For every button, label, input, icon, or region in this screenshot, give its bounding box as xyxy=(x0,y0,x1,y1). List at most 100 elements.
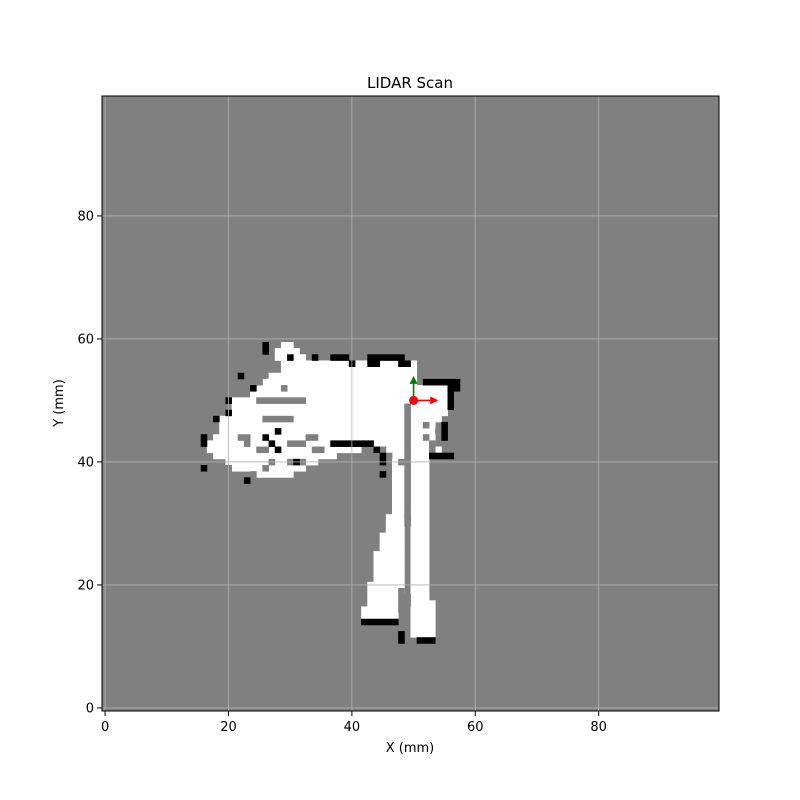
x-tick-label: 60 xyxy=(467,720,484,735)
unknown-cells xyxy=(305,434,319,441)
occupied-cell xyxy=(213,415,220,423)
free-cells xyxy=(231,397,455,404)
unknown-cells xyxy=(422,421,430,429)
chart-title: LIDAR Scan xyxy=(367,74,453,92)
x-axis-ticks: 0 20 40 60 80 xyxy=(101,711,607,735)
occupied-cell xyxy=(243,477,251,484)
unknown-cells xyxy=(262,465,269,472)
unknown-cells xyxy=(398,588,405,613)
free-cells xyxy=(410,569,430,577)
free-cells xyxy=(213,434,436,441)
free-cells xyxy=(410,618,436,626)
occupied-cell xyxy=(200,434,208,447)
free-cells xyxy=(410,532,430,540)
free-cells xyxy=(373,563,405,570)
plot-area xyxy=(102,96,719,711)
grid-lines xyxy=(102,96,719,711)
free-cells xyxy=(373,575,405,583)
unknown-cells xyxy=(404,600,411,607)
free-cells xyxy=(379,544,405,552)
occupied-cell xyxy=(422,378,461,386)
y-tick-label: 80 xyxy=(77,209,94,224)
x-tick-label: 20 xyxy=(220,720,237,735)
free-cells xyxy=(213,452,337,460)
free-cells xyxy=(379,538,405,546)
free-cells xyxy=(410,557,430,564)
free-cells xyxy=(367,594,405,601)
free-cells xyxy=(410,551,430,558)
free-cells xyxy=(219,421,436,429)
free-cells xyxy=(410,544,430,552)
unknown-cells xyxy=(256,446,269,454)
robot-pose xyxy=(409,375,439,405)
occupied-cell xyxy=(447,385,461,392)
y-axis-title: Y (mm) xyxy=(52,379,67,428)
occupied-cell xyxy=(237,372,245,380)
free-cells xyxy=(268,372,418,380)
free-cells xyxy=(410,526,430,534)
y-axis-ticks: 0 20 40 60 80 xyxy=(77,209,102,716)
free-cells xyxy=(410,612,436,620)
occupied-cell xyxy=(200,465,208,472)
x-heading-arrowhead xyxy=(430,396,439,405)
unknown-cells xyxy=(256,397,307,404)
occupied-cell xyxy=(367,360,381,367)
occupied-cell xyxy=(416,637,436,644)
unknown-cells xyxy=(250,471,257,478)
y-tick-label: 0 xyxy=(86,701,94,716)
free-cells xyxy=(219,415,442,423)
free-cells xyxy=(206,446,362,454)
occupied-cell xyxy=(262,434,269,441)
occupied-cell xyxy=(361,618,399,626)
occupied-cell xyxy=(398,360,411,367)
occupied-cell xyxy=(330,354,350,361)
free-cells xyxy=(256,471,294,478)
occupied-cell xyxy=(447,391,455,411)
free-cells xyxy=(410,631,436,638)
free-cells xyxy=(410,606,436,613)
occupied-cell xyxy=(367,354,405,361)
free-cells xyxy=(262,378,418,386)
y-tick-label: 60 xyxy=(77,332,94,347)
free-cells xyxy=(361,606,399,613)
occupied-cell xyxy=(379,471,387,478)
free-cells xyxy=(280,342,294,349)
y-tick-label: 20 xyxy=(77,578,94,593)
occupied-cell xyxy=(250,385,257,392)
unknown-cells xyxy=(237,434,251,441)
unknown-cells xyxy=(404,594,411,601)
occupied-cell xyxy=(429,452,455,460)
plot-frame xyxy=(101,95,720,712)
unknown-cells xyxy=(385,452,393,460)
occupied-cell xyxy=(274,428,282,435)
occupied-cell xyxy=(274,446,282,454)
free-cells xyxy=(231,403,455,411)
free-cells xyxy=(410,575,430,583)
occupied-cell xyxy=(398,631,405,644)
unknown-cells xyxy=(243,440,251,447)
free-cells xyxy=(373,569,405,577)
unknown-cells xyxy=(429,440,436,447)
free-cells xyxy=(410,600,436,607)
free-cells xyxy=(410,594,430,601)
free-cells xyxy=(410,588,430,595)
unknown-cells xyxy=(435,428,442,435)
free-cells xyxy=(367,600,405,607)
occupied-cell xyxy=(311,354,319,361)
unknown-cells xyxy=(422,434,430,441)
unknown-cells xyxy=(429,446,436,454)
free-cells xyxy=(379,532,405,540)
free-cells xyxy=(256,385,455,392)
free-cells xyxy=(225,409,448,417)
free-cells xyxy=(219,428,442,435)
free-cells xyxy=(206,440,362,447)
unknown-cells xyxy=(280,385,288,392)
free-cells xyxy=(274,348,300,355)
free-cells xyxy=(385,520,405,527)
occupied-cell xyxy=(441,421,448,441)
free-cells xyxy=(385,526,405,534)
free-cells xyxy=(410,563,430,570)
unknown-cells xyxy=(262,415,294,423)
